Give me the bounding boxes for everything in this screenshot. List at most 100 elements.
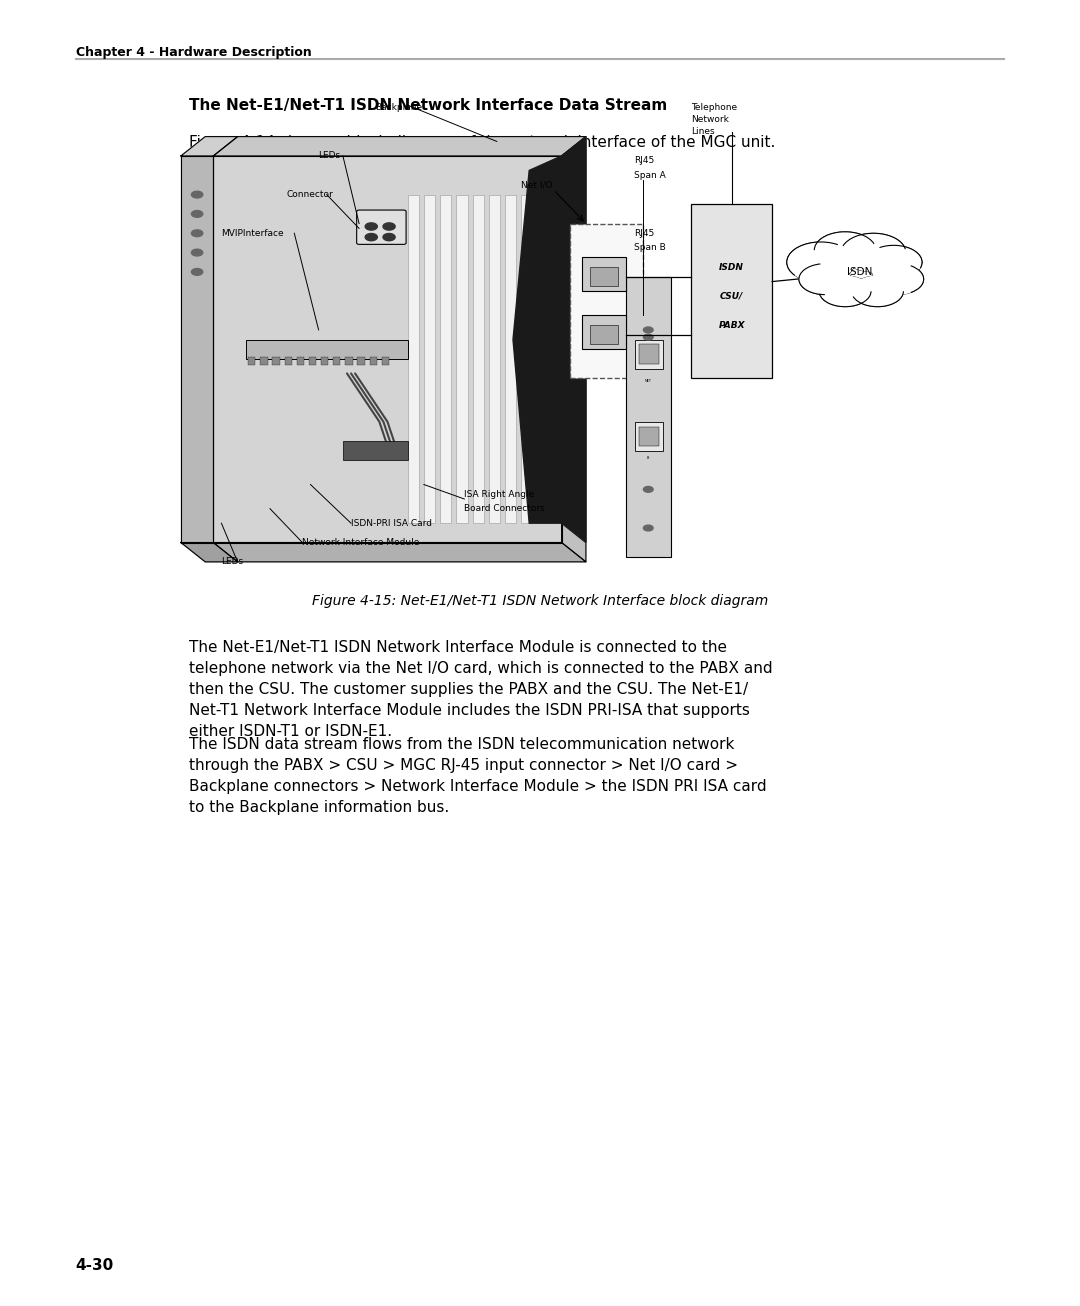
- Bar: [272, 358, 280, 364]
- Circle shape: [865, 246, 922, 279]
- Bar: [382, 358, 389, 364]
- Text: ISDN-PRI ISA Card: ISDN-PRI ISA Card: [351, 518, 432, 528]
- Text: Chapter 4 - Hardware Description: Chapter 4 - Hardware Description: [76, 46, 311, 59]
- Text: PABX: PABX: [718, 320, 745, 329]
- Polygon shape: [214, 542, 585, 562]
- Bar: [423, 195, 435, 524]
- Polygon shape: [562, 137, 585, 562]
- Circle shape: [644, 486, 653, 492]
- Circle shape: [814, 231, 876, 269]
- Text: Network: Network: [691, 115, 729, 124]
- Bar: [346, 358, 352, 364]
- Circle shape: [191, 210, 203, 217]
- Text: B: B: [647, 456, 649, 460]
- Bar: [441, 195, 451, 524]
- Bar: [297, 358, 305, 364]
- Polygon shape: [214, 155, 562, 542]
- Text: Network Interface Module: Network Interface Module: [302, 538, 420, 547]
- Bar: [408, 195, 419, 524]
- Circle shape: [383, 234, 395, 240]
- Text: Lines: Lines: [691, 127, 715, 136]
- Circle shape: [819, 276, 870, 307]
- Circle shape: [815, 232, 875, 268]
- Bar: [626, 277, 671, 556]
- Circle shape: [841, 234, 906, 272]
- Circle shape: [365, 223, 377, 230]
- Circle shape: [799, 264, 850, 294]
- Bar: [638, 427, 659, 445]
- Circle shape: [191, 269, 203, 276]
- Bar: [504, 195, 516, 524]
- Circle shape: [872, 264, 923, 295]
- Text: NET: NET: [645, 379, 651, 383]
- Bar: [456, 195, 468, 524]
- Text: ISDN: ISDN: [847, 266, 873, 277]
- Text: Figure 4-15: Net-E1/Net-T1 ISDN Network Interface block diagram: Figure 4-15: Net-E1/Net-T1 ISDN Network …: [312, 594, 768, 609]
- Bar: [582, 316, 626, 349]
- Bar: [638, 345, 659, 363]
- Polygon shape: [513, 137, 585, 542]
- Bar: [582, 257, 626, 291]
- Text: Connector: Connector: [286, 191, 333, 199]
- Polygon shape: [214, 137, 585, 155]
- Text: The Net-E1/Net-T1 ISDN Network Interface Module is connected to the
telephone ne: The Net-E1/Net-T1 ISDN Network Interface…: [189, 640, 772, 739]
- Bar: [333, 358, 340, 364]
- Circle shape: [799, 264, 851, 295]
- Circle shape: [866, 246, 921, 278]
- Circle shape: [383, 223, 395, 230]
- Circle shape: [644, 525, 653, 532]
- Bar: [343, 441, 408, 461]
- Bar: [590, 268, 618, 286]
- Bar: [570, 223, 643, 379]
- Bar: [635, 422, 663, 451]
- Bar: [369, 358, 377, 364]
- Text: Board Connectors: Board Connectors: [464, 504, 545, 513]
- Circle shape: [644, 334, 653, 340]
- Bar: [590, 325, 618, 345]
- Circle shape: [191, 230, 203, 236]
- Bar: [248, 358, 255, 364]
- Text: The ISDN data stream flows from the ISDN telecommunication network
through the P: The ISDN data stream flows from the ISDN…: [189, 737, 767, 815]
- Circle shape: [820, 277, 870, 306]
- Text: Span A: Span A: [635, 171, 666, 180]
- Circle shape: [842, 234, 905, 272]
- Text: Figure 4-14 shows a block diagram of the network interface of the MGC unit.: Figure 4-14 shows a block diagram of the…: [189, 135, 775, 149]
- Text: Span B: Span B: [635, 243, 666, 252]
- Text: LEDs: LEDs: [221, 558, 243, 567]
- Bar: [635, 340, 663, 368]
- Circle shape: [852, 277, 903, 306]
- Circle shape: [786, 242, 855, 282]
- Bar: [473, 195, 484, 524]
- Bar: [321, 358, 328, 364]
- Polygon shape: [181, 155, 214, 542]
- Circle shape: [787, 243, 854, 282]
- Bar: [246, 340, 408, 359]
- Text: 4-30: 4-30: [76, 1259, 113, 1273]
- Circle shape: [365, 234, 377, 240]
- Bar: [538, 195, 549, 524]
- Bar: [522, 195, 532, 524]
- Text: CSU/: CSU/: [720, 291, 743, 300]
- Bar: [489, 195, 500, 524]
- Circle shape: [852, 276, 904, 307]
- FancyBboxPatch shape: [356, 210, 406, 244]
- Circle shape: [191, 249, 203, 256]
- Text: ISDN: ISDN: [719, 263, 744, 272]
- Text: ISA Right Angle: ISA Right Angle: [464, 490, 535, 499]
- Bar: [309, 358, 316, 364]
- Text: Telephone: Telephone: [691, 103, 738, 112]
- Text: RJ45: RJ45: [635, 157, 654, 166]
- Text: The Net-E1/Net-T1 ISDN Network Interface Data Stream: The Net-E1/Net-T1 ISDN Network Interface…: [189, 98, 667, 112]
- Text: LEDs: LEDs: [319, 151, 340, 161]
- Polygon shape: [181, 542, 238, 562]
- Text: MVIPInterface: MVIPInterface: [221, 229, 284, 238]
- Polygon shape: [181, 137, 238, 155]
- Text: Net I/O: Net I/O: [522, 180, 553, 189]
- Bar: [357, 358, 365, 364]
- Bar: [285, 358, 292, 364]
- Bar: [691, 204, 772, 379]
- Circle shape: [644, 326, 653, 333]
- Bar: [260, 358, 268, 364]
- Text: Backplane: Backplane: [376, 103, 422, 112]
- Text: RJ45: RJ45: [635, 229, 654, 238]
